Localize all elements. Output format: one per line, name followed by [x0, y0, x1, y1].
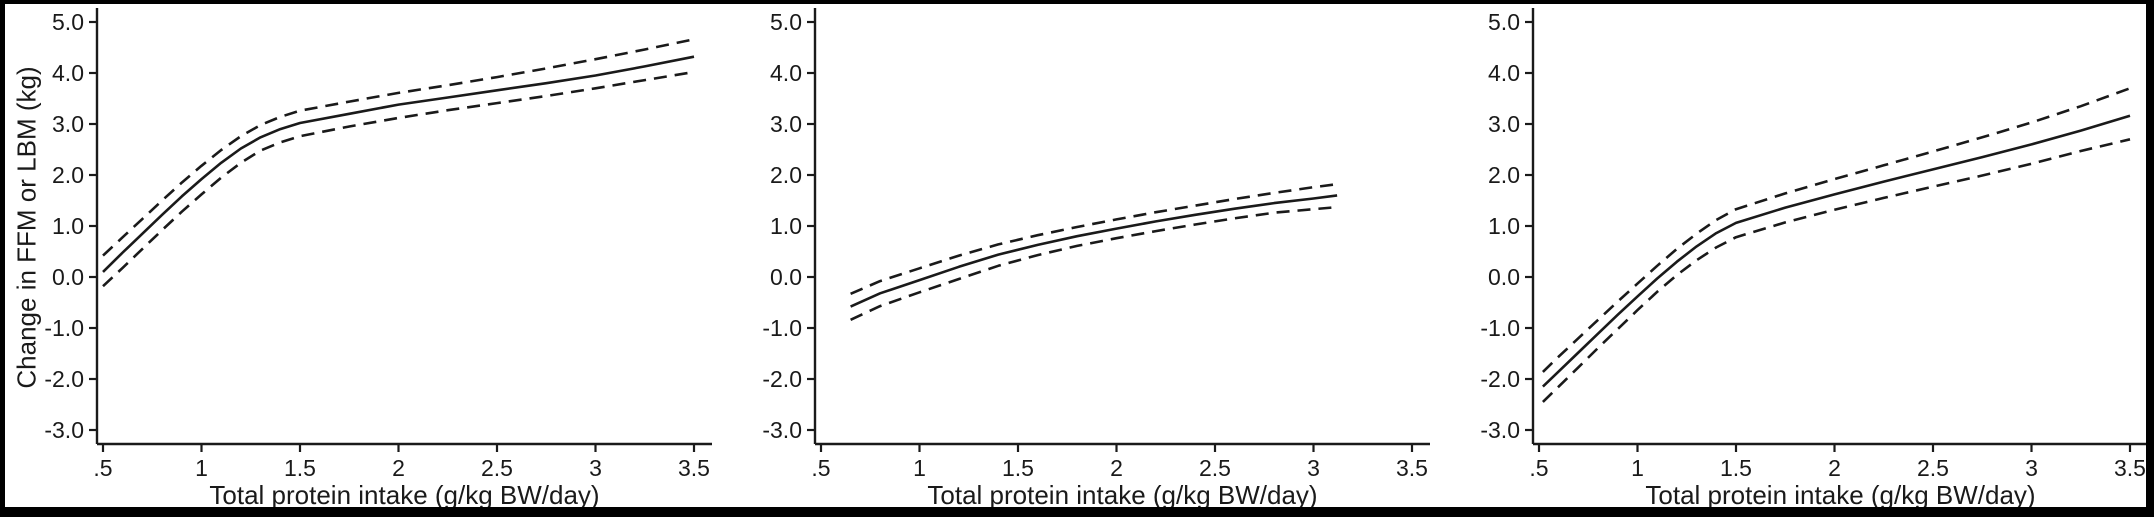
- y-tick-label: 3.0: [770, 111, 802, 137]
- panel-left: 5.0 4.0 3.0 2.0 1.0 0.0 -1.0 -2.0 -3.0 .5 1 1.5 2 2.5…: [0, 0, 718, 517]
- lower-95-ci-line: [1541, 138, 2131, 403]
- y-tick-label: -1.0: [44, 315, 84, 341]
- x-tick-label: 2.5: [1199, 455, 1231, 481]
- x-tick-label: .5: [93, 455, 112, 481]
- y-tick-label: 2.0: [52, 162, 84, 188]
- panel-middle: 5.0 4.0 3.0 2.0 1.0 0.0 -1.0 -2.0 -3.0 .5 1 1.5 2 2.5…: [718, 0, 1436, 517]
- upper-95-ci-line: [850, 182, 1338, 295]
- lower-95-ci-line: [850, 205, 1338, 321]
- x-tick-label: 1: [195, 455, 208, 481]
- y-tick-label: 4.0: [1488, 60, 1520, 86]
- y-tick-label: 5.0: [770, 9, 802, 35]
- y-tick-label: -2.0: [762, 366, 802, 392]
- y-tick-label: -1.0: [1480, 315, 1520, 341]
- x-tick-label: 1: [913, 455, 926, 481]
- panel-right: 5.0 4.0 3.0 2.0 1.0 0.0 -1.0 -2.0 -3.0 .5 1 1.5 2 2.5…: [1436, 0, 2154, 517]
- upper-95-ci-line: [102, 38, 695, 257]
- chart-middle: 5.0 4.0 3.0 2.0 1.0 0.0 -1.0 -2.0 -3.0 .5 1 1.5 2 2.5…: [762, 8, 1430, 481]
- x-tick-label: 3: [2025, 455, 2038, 481]
- y-tick-label: 3.0: [52, 111, 84, 137]
- y-tick-label: -2.0: [1480, 366, 1520, 392]
- x-tick-label: 3: [1307, 455, 1320, 481]
- y-tick-label: 0.0: [1488, 264, 1520, 290]
- y-tick-label: 1.0: [52, 213, 84, 239]
- x-tick-label: 2: [392, 455, 405, 481]
- y-tick-label: 1.0: [770, 213, 802, 239]
- x-axis-title-left: Total protein intake (g/kg BW/day): [209, 480, 600, 510]
- y-tick-label: 2.0: [1488, 162, 1520, 188]
- frame-border-top: [0, 0, 2154, 4]
- y-tick-label: -2.0: [44, 366, 84, 392]
- x-tick-label: 2: [1828, 455, 1841, 481]
- x-tick-label: 3.5: [678, 455, 710, 481]
- x-tick-label: 3: [589, 455, 602, 481]
- y-tick-label: 4.0: [770, 60, 802, 86]
- frame-border-bottom: [0, 507, 2154, 517]
- upper-95-ci-line: [1541, 87, 2131, 373]
- chart-left: 5.0 4.0 3.0 2.0 1.0 0.0 -1.0 -2.0 -3.0 .5 1 1.5 2 2.5…: [44, 8, 712, 481]
- y-tick-label: 2.0: [770, 162, 802, 188]
- y-tick-label: 3.0: [1488, 111, 1520, 137]
- y-tick-label: -1.0: [762, 315, 802, 341]
- x-tick-label: 1: [1631, 455, 1644, 481]
- estimate-line: [850, 194, 1338, 308]
- x-tick-label: 2.5: [481, 455, 513, 481]
- estimate-line: [1541, 114, 2131, 388]
- frame-border-left: [0, 0, 5, 517]
- frame-border-right: [2146, 0, 2154, 517]
- x-tick-label: 1.5: [1720, 455, 1752, 481]
- y-tick-label: 1.0: [1488, 213, 1520, 239]
- y-tick-label: 4.0: [52, 60, 84, 86]
- x-axis-title-right: Total protein intake (g/kg BW/day): [1645, 480, 2036, 510]
- x-tick-label: 1.5: [284, 455, 316, 481]
- y-axis-title: Change in FFM or LBM (kg): [11, 66, 42, 389]
- x-tick-label: 2: [1110, 455, 1123, 481]
- y-tick-label: -3.0: [1480, 417, 1520, 443]
- x-axis-title-middle: Total protein intake (g/kg BW/day): [927, 480, 1318, 510]
- x-tick-label: .5: [811, 455, 830, 481]
- estimate-line: [102, 55, 695, 273]
- y-tick-label: 5.0: [52, 9, 84, 35]
- x-tick-label: 3.5: [1396, 455, 1428, 481]
- y-axis-title-wrap: Change in FFM or LBM (kg): [0, 0, 54, 455]
- x-tick-label: .5: [1529, 455, 1548, 481]
- x-tick-label: 2.5: [1917, 455, 1949, 481]
- y-tick-label: -3.0: [762, 417, 802, 443]
- y-tick-label: 5.0: [1488, 9, 1520, 35]
- x-tick-label: 1.5: [1002, 455, 1034, 481]
- y-tick-label: 0.0: [770, 264, 802, 290]
- chart-right: 5.0 4.0 3.0 2.0 1.0 0.0 -1.0 -2.0 -3.0 .5 1 1.5 2 2.5…: [1480, 8, 2148, 481]
- x-tick-label: 3.5: [2114, 455, 2146, 481]
- y-tick-label: 0.0: [52, 264, 84, 290]
- y-tick-label: -3.0: [44, 417, 84, 443]
